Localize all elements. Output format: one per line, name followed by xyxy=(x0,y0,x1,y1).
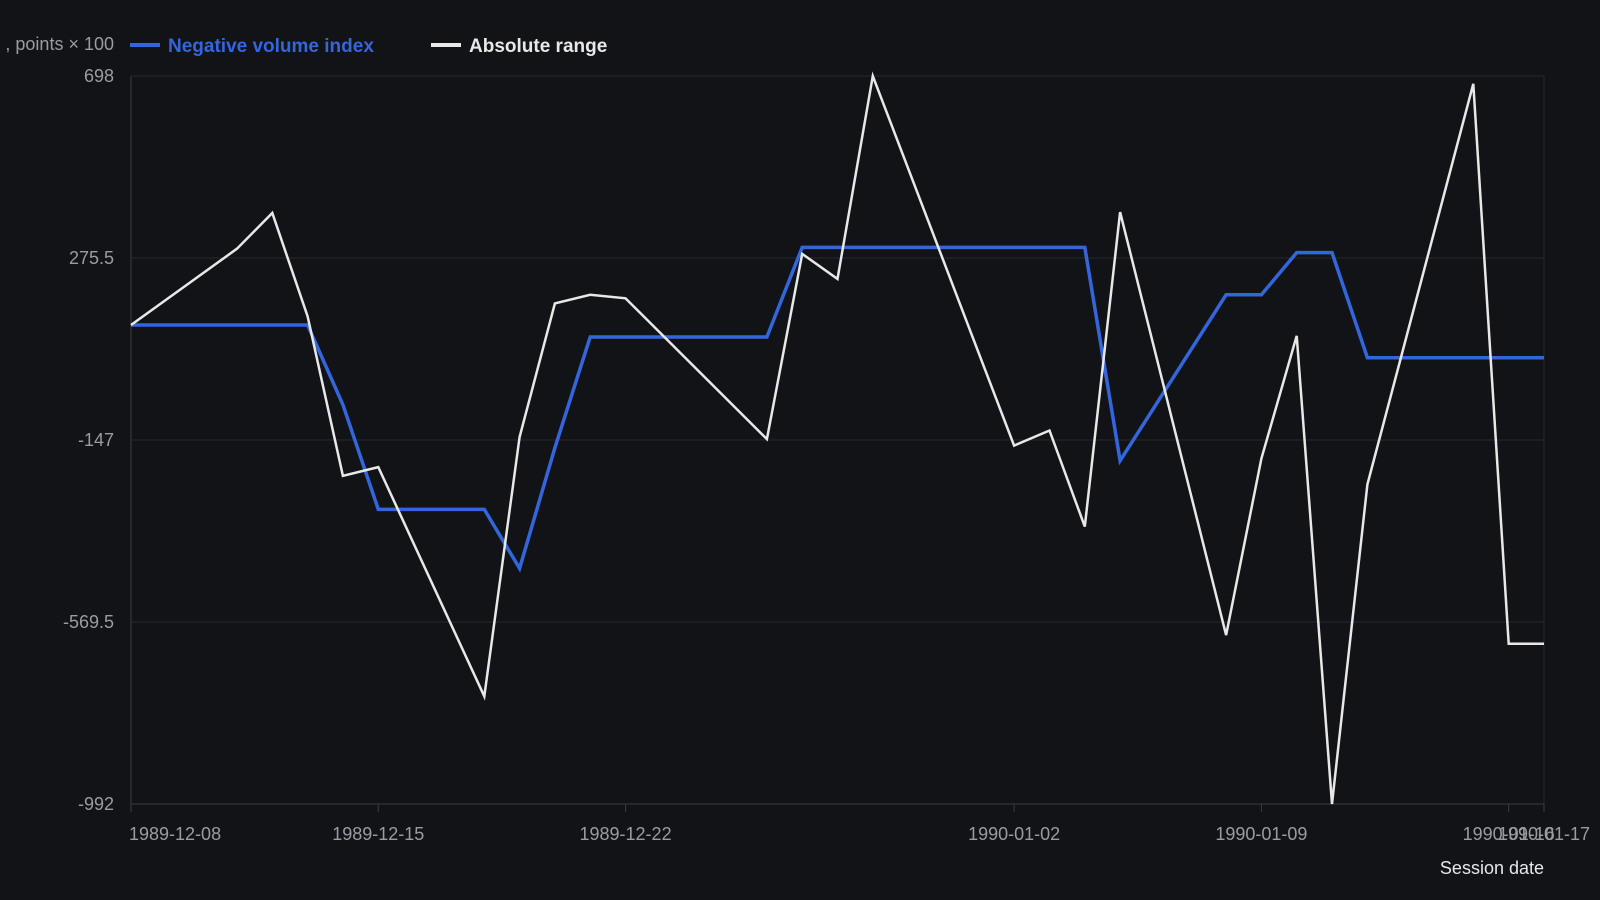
y-tick-label: 698 xyxy=(84,66,114,86)
x-axis-title: Session date xyxy=(1440,858,1544,878)
y-tick-label: -569.5 xyxy=(63,612,114,632)
x-tick-label: 1989-12-08 xyxy=(129,824,221,844)
y-axis-ticks: 698 275.5 -147 -569.5 -992 xyxy=(63,66,114,814)
series-line-absolute-range xyxy=(130,71,1544,805)
x-axis-ticks: 1989-12-08 1989-12-15 1989-12-22 1990-01-02… xyxy=(129,804,1590,844)
series-line-negative-volume-index xyxy=(131,245,1544,573)
x-tick-label: 1989-12-15 xyxy=(332,824,424,844)
y-axis-title: , points × 100 xyxy=(5,34,114,54)
y-tick-label: -992 xyxy=(78,794,114,814)
y-tick-label: 275.5 xyxy=(69,248,114,268)
x-tick-label: 1989-12-22 xyxy=(580,824,672,844)
y-tick-label: -147 xyxy=(78,430,114,450)
x-tick-label: 1990-01-02 xyxy=(968,824,1060,844)
legend: , points × 100 Negative volume index Abs… xyxy=(5,34,607,57)
x-tick-label: 1990-01-16 xyxy=(1463,824,1555,844)
x-tick-label: 1990-01-17 xyxy=(1498,824,1590,844)
axes xyxy=(130,75,1545,805)
x-tick-label: 1990-01-09 xyxy=(1215,824,1307,844)
series-lines xyxy=(130,71,1544,805)
legend-label-absolute-range: Absolute range xyxy=(469,36,607,57)
legend-label-negative-volume-index: Negative volume index xyxy=(168,36,374,57)
gridlines xyxy=(131,257,1544,623)
